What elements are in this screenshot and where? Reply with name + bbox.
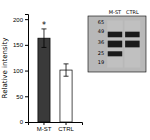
tick-label: M-ST (37, 126, 52, 132)
blot-inset: M-ST CTRL 65 49 36 25 19 (88, 9, 146, 72)
tick-label: CTRL (58, 126, 74, 132)
bar (38, 38, 50, 122)
y-axis-title: Relative intensity (1, 38, 9, 99)
tick: M-ST (37, 122, 52, 132)
blot-band (108, 41, 123, 48)
tick-label: 100 (13, 68, 24, 74)
blot-band (125, 32, 139, 38)
blot-mw-label: 49 (98, 28, 104, 34)
tick-mark (43, 122, 44, 125)
tick: 50 (16, 94, 28, 100)
tick-label: 50 (16, 94, 23, 100)
tick: 150 (13, 42, 28, 48)
error-bar-line (41, 29, 46, 48)
chart: 0 50 100 150 200 M-ST CTRL Relative intensity * M… (0, 0, 150, 140)
blot-band (108, 32, 123, 38)
blot-band (108, 51, 123, 56)
axis-line (25, 15, 29, 123)
blot-mw-label: 25 (98, 50, 104, 56)
plot-area (38, 29, 72, 122)
blot-mw-label: 36 (98, 39, 104, 45)
tick-mark (25, 71, 28, 72)
axis-line (29, 123, 83, 126)
x-axis: M-ST CTRL (29, 122, 83, 132)
blot-lane (107, 20, 123, 67)
annotation: * (42, 21, 46, 30)
blot-lane-label: CTRL (126, 9, 139, 15)
tick-mark (25, 122, 28, 123)
y-axis: 0 50 100 150 200 (13, 15, 29, 126)
blot-mw-label: 65 (98, 19, 104, 25)
blot-mw-label: 19 (98, 59, 104, 65)
blot-background (88, 16, 146, 72)
tick: CTRL (58, 122, 74, 132)
tick: 100 (13, 68, 28, 74)
tick-mark (25, 19, 28, 20)
tick: 200 (13, 17, 28, 23)
tick: 0 (20, 119, 28, 125)
blot-band (125, 41, 139, 48)
tick-label: 0 (20, 119, 24, 125)
error-bar (64, 64, 69, 76)
error-bar-line (64, 64, 69, 76)
blot-lane (125, 20, 141, 67)
error-bar (41, 29, 46, 48)
blot-lane-label: M-ST (109, 9, 122, 15)
bar (60, 70, 72, 122)
tick-label: 150 (13, 42, 24, 48)
tick-mark (25, 96, 28, 97)
tick-label: 200 (13, 17, 24, 23)
tick-mark (25, 45, 28, 46)
tick-mark (66, 122, 67, 125)
